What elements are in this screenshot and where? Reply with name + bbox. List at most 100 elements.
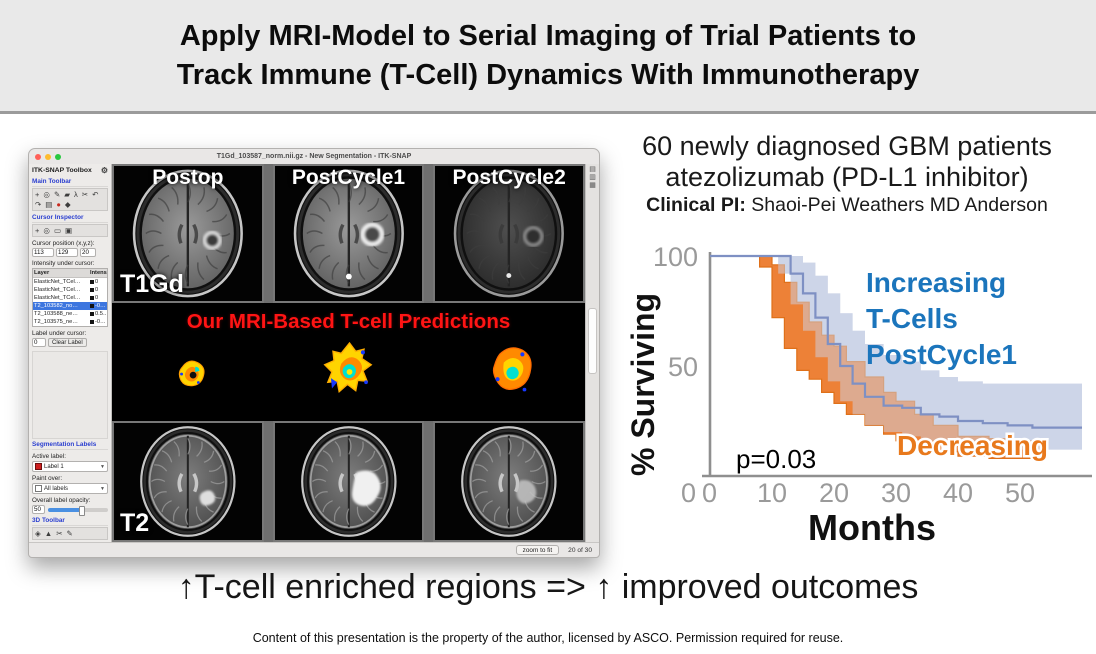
window-titlebar: T1Gd_103587_norm.nii.gz - New Segmentati…: [29, 149, 599, 164]
cursor-y-field[interactable]: [56, 248, 78, 257]
intensity-table-row[interactable]: ElasticNet_TCel… 0: [34, 279, 99, 285]
zoom-to-fit-button[interactable]: zoom to fit: [515, 545, 560, 555]
prediction-caption: Our MRI-Based T-cell Predictions: [186, 310, 511, 333]
trackball-icon[interactable]: ◈: [35, 529, 41, 538]
crosshair-icon[interactable]: +: [35, 226, 40, 235]
record-icon[interactable]: ●: [56, 200, 61, 209]
label-under-cursor-field[interactable]: [32, 338, 46, 347]
slide-title-line1: Apply MRI-Model to Serial Imaging of Tri…: [179, 19, 917, 52]
mri-viewport-t1gd-postop[interactable]: Postop T1Gd: [112, 164, 264, 303]
undo-icon[interactable]: ↶: [92, 190, 99, 199]
gear-icon[interactable]: ⚙: [100, 166, 108, 175]
layout-coronal-icon[interactable]: ▥: [589, 174, 596, 181]
prediction-band: Our MRI-Based T-cell Predictions: [112, 303, 585, 421]
window-status-bar: zoom to fit 20 of 30: [29, 542, 599, 557]
cursor-inspector-icons: + ◎ ▭ ▣: [32, 224, 108, 237]
opacity-slider[interactable]: [48, 505, 108, 516]
magnifier-tool-icon[interactable]: ◎: [43, 190, 50, 199]
polygon-tool-icon[interactable]: ✎: [53, 190, 61, 199]
active-label-color-swatch: [35, 463, 42, 470]
mri-viewport-t2-postcycle2[interactable]: [433, 421, 586, 542]
tcell-heatmap-blob: [178, 360, 205, 387]
clear-label-button[interactable]: Clear Label: [48, 338, 87, 347]
grid-icon[interactable]: ▣: [65, 226, 73, 235]
3d-toolbar-icons: ◈ ▲ ✂ ✎: [32, 527, 108, 540]
increasing-annotation: PostCycle1: [866, 339, 1017, 370]
panel-separator: [263, 421, 273, 542]
window-title: T1Gd_103587_norm.nii.gz - New Segmentati…: [216, 153, 412, 160]
snake-tool-icon[interactable]: λ: [74, 190, 78, 199]
layer-color-swatch: [90, 280, 94, 284]
mri-viewer-area: Postop T1Gd PostCycle1: [112, 164, 586, 542]
layers-icon[interactable]: ▤: [45, 200, 53, 209]
opacity-slider-thumb[interactable]: [79, 505, 86, 516]
opacity-field[interactable]: [32, 505, 45, 514]
paintbrush-tool-icon[interactable]: ▰: [64, 190, 71, 199]
x-tick-label: 20: [819, 478, 849, 508]
intensity-table-header: Layer Intensity: [33, 269, 107, 278]
sequence-label-t2: T2: [120, 509, 150, 537]
intensity-table-row[interactable]: T2_103588_ne…0.5…: [34, 311, 107, 317]
cursor-x-field[interactable]: [32, 248, 54, 257]
asco-footer: Content of this presentation is the prop…: [252, 631, 844, 645]
timepoint-label-postcycle2: PostCycle2: [452, 166, 566, 189]
x-tick-label: 0: [702, 478, 717, 508]
brain-mri-image: [140, 426, 236, 537]
increasing-annotation: T-Cells: [866, 303, 958, 334]
flip-icon[interactable]: ✎: [66, 529, 73, 538]
layer-color-swatch: [90, 304, 94, 308]
mri-viewport-t1gd-postcycle2[interactable]: PostCycle2: [433, 164, 586, 303]
chevron-down-icon: ▼: [100, 463, 105, 470]
x-axis-label: Months: [808, 507, 936, 548]
study-heading-line1: 60 newly diagnosed GBM patients: [642, 131, 1052, 161]
close-window-button[interactable]: [35, 153, 41, 160]
increasing-annotation: Increasing: [866, 267, 1006, 298]
p-value-annotation: p=0.03: [736, 444, 816, 474]
cursor-z-field[interactable]: [80, 248, 96, 257]
y-axis-label: % Surviving: [625, 293, 661, 476]
intensity-label: Intensity under cursor:: [32, 260, 95, 267]
layer-color-swatch: [90, 288, 94, 292]
toolbox-empty-area: [32, 351, 108, 439]
annotation-tool-icon[interactable]: ✂: [81, 190, 89, 199]
volume-icon[interactable]: ◆: [64, 200, 71, 209]
cursor-position-label: Cursor position (x,y,z):: [32, 240, 95, 247]
brain-mri-image: [454, 169, 565, 298]
mri-viewport-t2-postop[interactable]: T2: [112, 421, 264, 542]
x-tick-label: 30: [881, 478, 911, 508]
itk-snap-window: T1Gd_103587_norm.nii.gz - New Segmentati…: [28, 148, 600, 558]
study-heading: 60 newly diagnosed GBM patients atezoliz…: [598, 131, 1096, 217]
view-options-strip: ▤ ▥ ▦: [585, 164, 599, 542]
intensity-table-row[interactable]: T2_103575_ne… -0…: [34, 319, 106, 325]
increasing-ci-band-overlay: [710, 256, 1082, 450]
intensity-table-row[interactable]: ElasticNet_TCel… 0: [34, 295, 99, 301]
ruler-icon[interactable]: ▭: [53, 226, 62, 235]
slice-indicator: 20 of 30: [568, 546, 592, 554]
scrollbar-thumb[interactable]: [588, 308, 597, 374]
tcell-prediction-map-2: [320, 341, 378, 410]
increasing-km-line: [710, 254, 1082, 429]
timepoint-label-postop: Postop: [152, 166, 224, 189]
takeaway-text: ↑T-cell enriched regions => ↑ improved o…: [177, 568, 919, 606]
study-heading-line2: atezolizumab (PD-L1 inhibitor): [665, 161, 1029, 192]
brain-mri-image: [132, 169, 243, 298]
slide-title-band: Apply MRI-Model to Serial Imaging of Tri…: [0, 0, 1096, 114]
layout-axial-icon[interactable]: ▤: [589, 166, 596, 173]
paint-over-select[interactable]: All labels ▼: [32, 483, 108, 494]
magnifier-icon[interactable]: ◎: [43, 226, 50, 235]
spray-icon[interactable]: ▲: [44, 529, 53, 538]
scalpel-icon[interactable]: ✂: [56, 529, 63, 538]
tcell-prediction-map-1: [170, 352, 212, 399]
main-toolbar-icons: + ◎ ✎ ▰ λ ✂ ↶ ↷ ▤ ● ◆: [32, 188, 108, 211]
crosshair-tool-icon[interactable]: +: [35, 190, 40, 199]
intensity-table-row[interactable]: ElasticNet_TCel… 0: [34, 287, 99, 293]
layout-sagittal-icon[interactable]: ▦: [589, 182, 596, 189]
mri-viewport-t1gd-postcycle1[interactable]: PostCycle1: [272, 164, 425, 303]
active-label-select[interactable]: Label 1 ▼: [32, 461, 108, 472]
intensity-table-row[interactable]: T2_103582_no… -0…: [33, 302, 107, 310]
mri-viewport-t2-postcycle1[interactable]: [272, 421, 425, 542]
minimize-window-button[interactable]: [45, 153, 51, 160]
maximize-window-button[interactable]: [55, 153, 61, 160]
redo-icon[interactable]: ↷: [35, 200, 42, 209]
brain-mri-image: [461, 426, 557, 537]
